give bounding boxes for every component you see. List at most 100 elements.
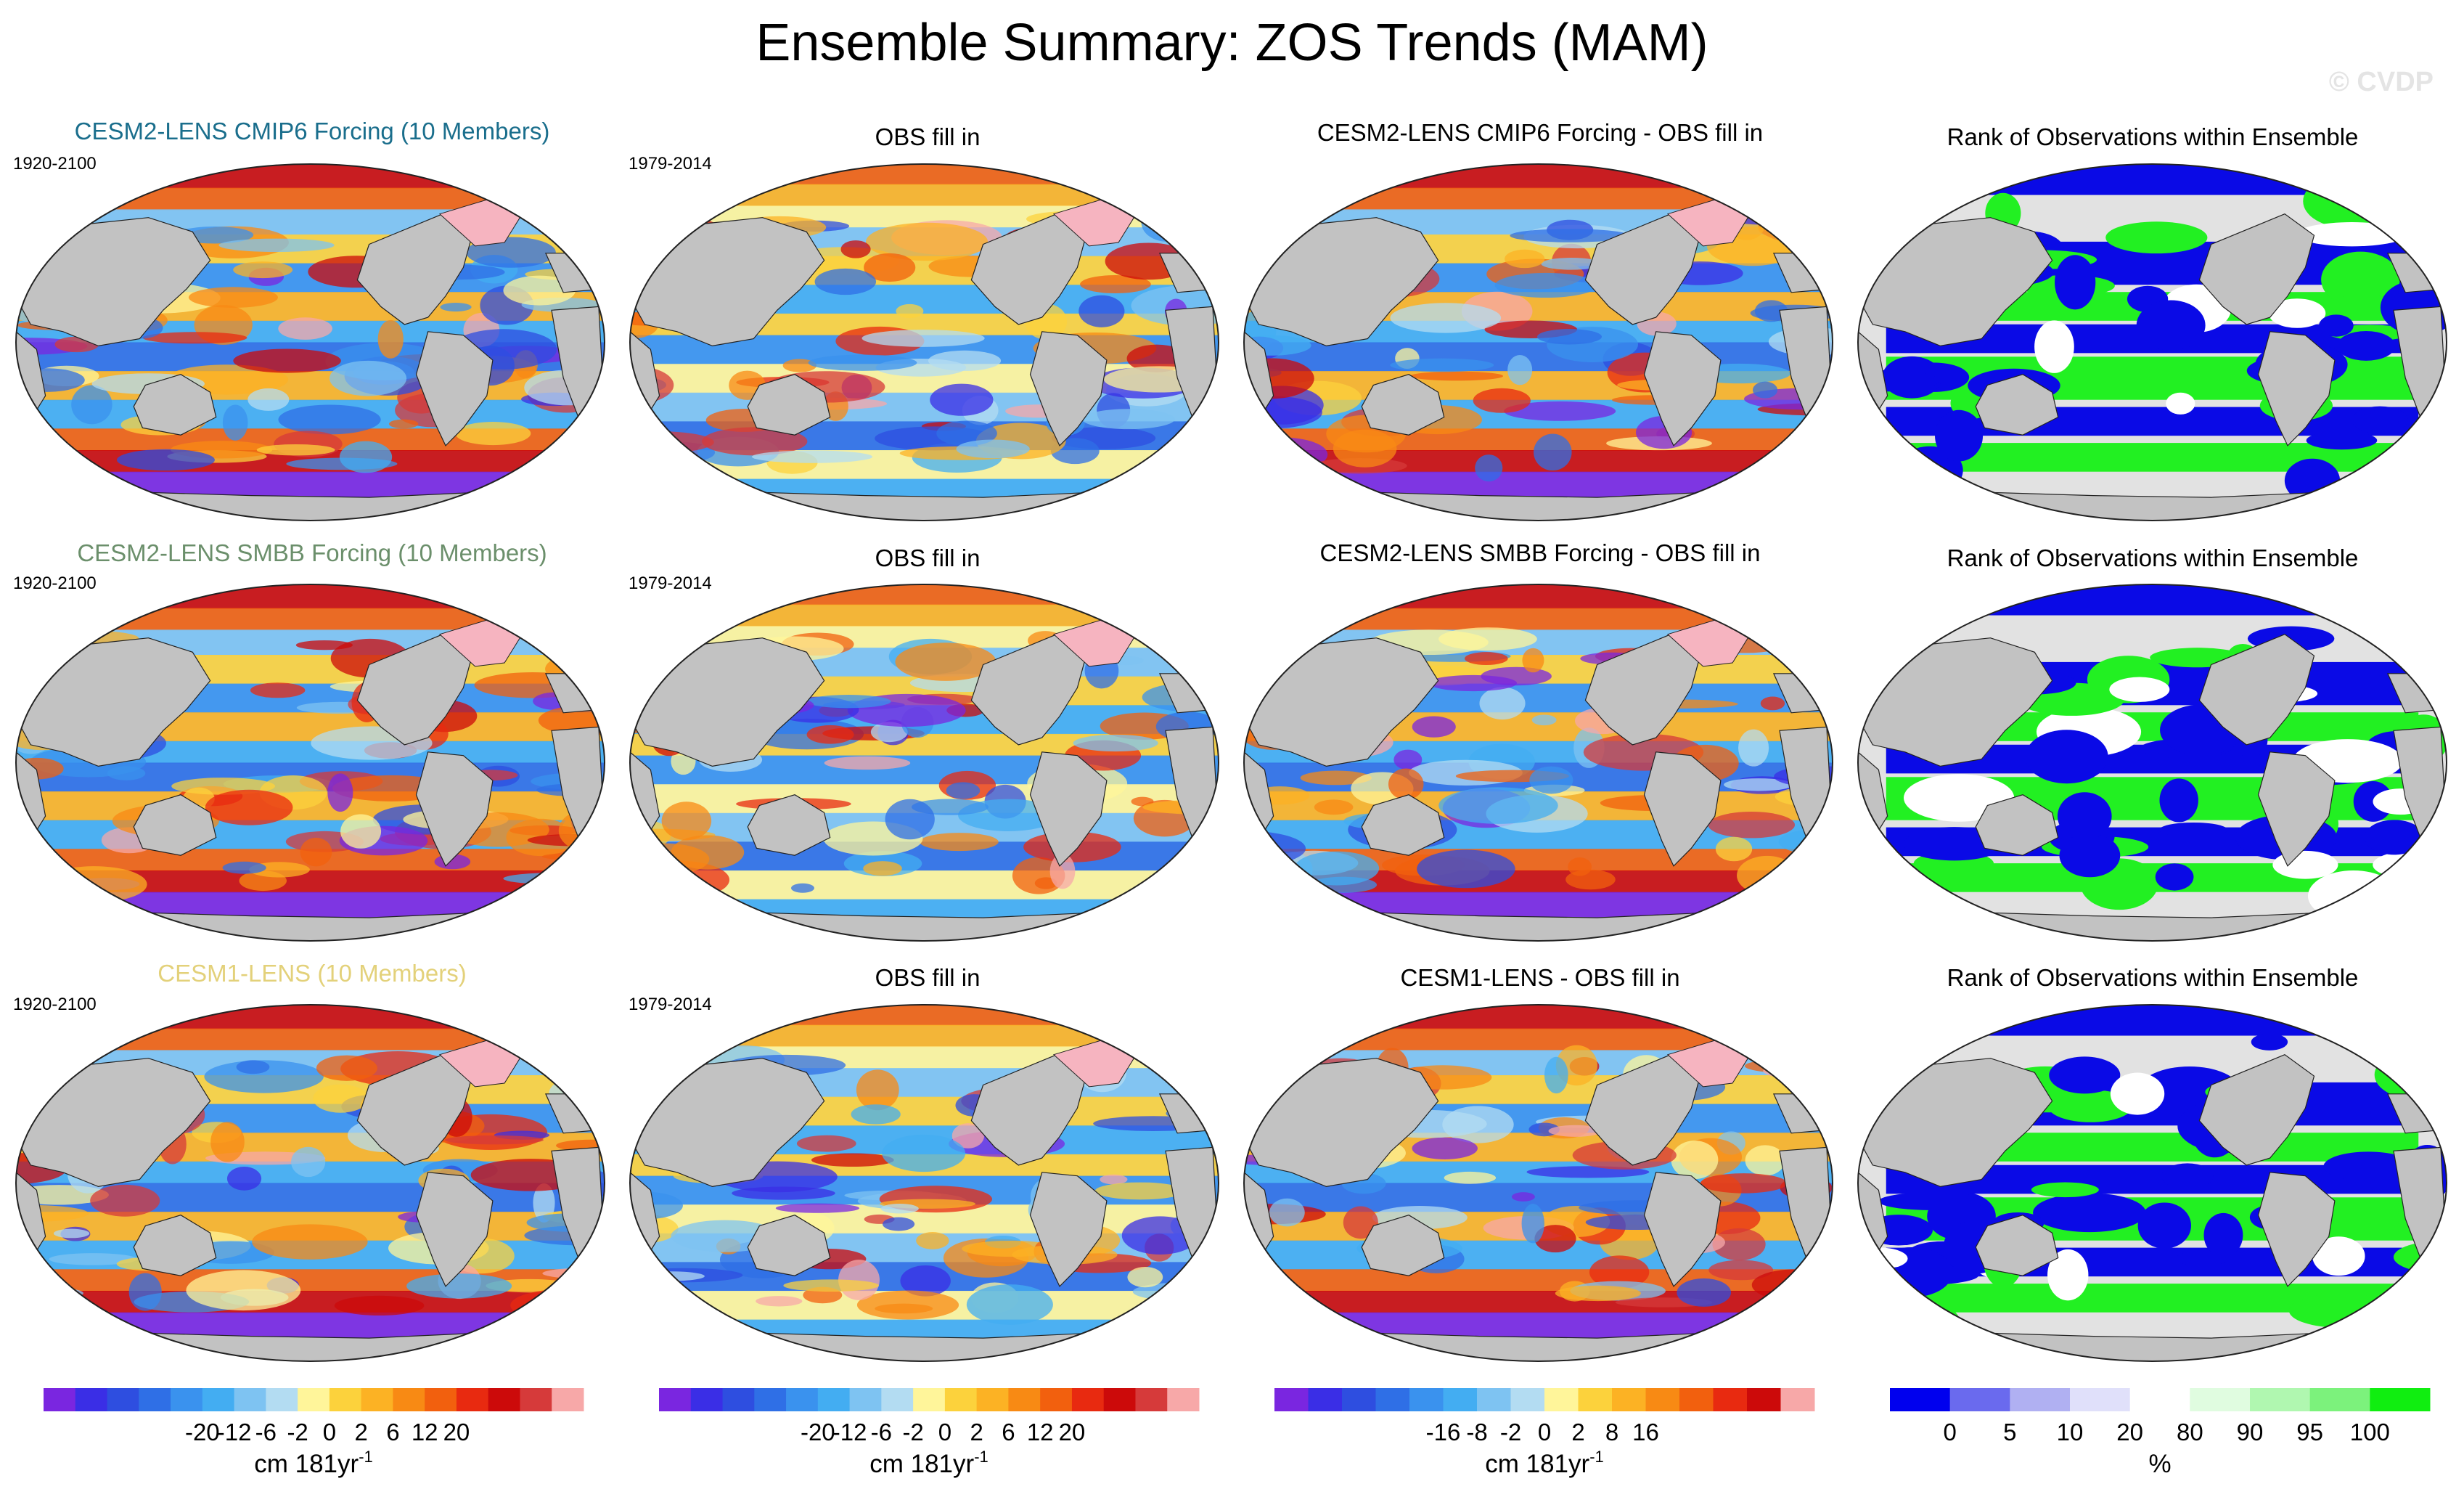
map-obs-r2	[629, 584, 1219, 942]
colorbar-rank-swatch	[2370, 1388, 2431, 1411]
colorbar-obs-swatch	[944, 1388, 978, 1411]
colorbar-model-swatch	[329, 1388, 362, 1411]
panel-title-obs-r1: OBS fill in	[875, 123, 981, 150]
colorbar-model-tick-label: 2	[354, 1419, 367, 1445]
colorbar-diff-tick-label: 8	[1605, 1419, 1618, 1445]
colorbar-obs-tick-label: -2	[902, 1419, 923, 1445]
colorbar-diff-swatch	[1578, 1388, 1613, 1411]
panel-title-diff-r1: CESM2-LENS CMIP6 Forcing - OBS fill in	[1317, 119, 1764, 146]
map-rank-r2	[1857, 584, 2447, 942]
colorbar-obs-swatch	[1071, 1388, 1105, 1411]
colorbar-rank-tick-label: 100	[2350, 1419, 2390, 1445]
colorbar-model-swatch	[456, 1388, 489, 1411]
colorbar-obs-tick-label: 0	[938, 1419, 951, 1445]
colorbar-diff-swatch	[1544, 1388, 1579, 1411]
colorbar-diff-swatch	[1747, 1388, 1781, 1411]
colorbar-diff-tick-label: -2	[1500, 1419, 1521, 1445]
panel-title-diff-r3: CESM1-LENS - OBS fill in	[1400, 964, 1680, 991]
colorbar-diff-swatch	[1342, 1388, 1376, 1411]
colorbar-model-tick-label: -12	[217, 1419, 252, 1445]
cvdp-watermark: © CVDP	[2328, 67, 2434, 97]
colorbar-rank-tick-label: 80	[2177, 1419, 2203, 1445]
colorbar-diff-swatch	[1645, 1388, 1680, 1411]
colorbar-model-swatch	[488, 1388, 520, 1411]
colorbar-diff-swatch	[1780, 1388, 1815, 1411]
colorbar-obs-tick-label: -12	[832, 1419, 867, 1445]
panel-title-model-r2: CESM2-LENS SMBB Forcing (10 Members)	[77, 539, 547, 566]
colorbar-obs-swatch	[849, 1388, 882, 1411]
colorbar-model-swatch	[393, 1388, 425, 1411]
colorbar-model-swatch	[139, 1388, 171, 1411]
colorbar-obs-swatch	[976, 1388, 1009, 1411]
colorbar-rank-swatch	[2190, 1388, 2251, 1411]
colorbar-obs-tick-label: 20	[1059, 1419, 1086, 1445]
colorbar-obs-tick-label: -20	[801, 1419, 835, 1445]
period-label-model-r1: 1920-2100	[13, 154, 97, 174]
colorbar-rank-swatch	[2250, 1388, 2311, 1411]
map-model-r2	[15, 584, 605, 942]
colorbar-obs-swatch	[754, 1388, 787, 1411]
colorbar-obs-swatch	[722, 1388, 755, 1411]
panel-title-rank-r3: Rank of Observations within Ensemble	[1947, 964, 2359, 991]
colorbar-model-tick-label: 0	[323, 1419, 336, 1445]
colorbar-diff-swatch	[1612, 1388, 1646, 1411]
colorbar-model-tick-label: 6	[386, 1419, 399, 1445]
colorbar-diff-tick-label: 16	[1632, 1419, 1659, 1445]
colorbar-diff-swatch	[1679, 1388, 1714, 1411]
colorbar-model-tick-label: 20	[443, 1419, 470, 1445]
colorbar-obs-swatch	[1167, 1388, 1200, 1411]
panel-title-rank-r1: Rank of Observations within Ensemble	[1947, 123, 2359, 150]
colorbar-rank-swatch	[1949, 1388, 2010, 1411]
colorbar-rank-tick-label: 95	[2296, 1419, 2323, 1445]
colorbar-model-swatch	[298, 1388, 330, 1411]
colorbar-model-swatch	[552, 1388, 584, 1411]
colorbar-diff-unit: cm 181yr-1	[1485, 1448, 1604, 1478]
colorbar-model-swatch	[361, 1388, 393, 1411]
map-obs-r1	[629, 163, 1219, 521]
panel-title-obs-r2: OBS fill in	[875, 544, 981, 571]
colorbar-obs-swatch	[817, 1388, 851, 1411]
colorbar-model-swatch	[107, 1388, 139, 1411]
colorbar-obs-swatch	[786, 1388, 819, 1411]
period-label-model-r2: 1920-2100	[13, 574, 97, 593]
colorbar-diff-swatch	[1443, 1388, 1478, 1411]
colorbar-rank-tick-label: 10	[2057, 1419, 2084, 1445]
colorbar-model-unit: cm 181yr-1	[254, 1448, 373, 1478]
colorbar-rank-swatch	[2010, 1388, 2071, 1411]
colorbar-model-tick-label: 12	[412, 1419, 438, 1445]
colorbar-diff-tick-label: -8	[1466, 1419, 1487, 1445]
colorbar-model-swatch	[520, 1388, 552, 1411]
colorbar-model-tick-label: -20	[185, 1419, 220, 1445]
colorbar-obs-tick-label: 2	[970, 1419, 983, 1445]
colorbar-obs-tick-label: 6	[1002, 1419, 1015, 1445]
colorbar-rank-swatch	[2309, 1388, 2370, 1411]
map-diff-r1	[1243, 163, 1833, 521]
colorbar-model-tick-label: -6	[255, 1419, 277, 1445]
colorbar-model-swatch	[202, 1388, 235, 1411]
map-rank-r3	[1857, 1004, 2447, 1362]
colorbar-diff: -16 -8 -2 0 2 8 16 cm 181yr-1	[1274, 1388, 1815, 1478]
map-model-r1	[15, 163, 605, 521]
map-diff-r2	[1243, 584, 1833, 942]
colorbar-obs-swatch	[913, 1388, 946, 1411]
colorbar-model-swatch	[425, 1388, 457, 1411]
colorbar-obs-tick-label: -6	[871, 1419, 892, 1445]
colorbar-obs-swatch	[690, 1388, 724, 1411]
colorbar-obs-swatch	[1008, 1388, 1041, 1411]
panel-title-model-r1: CESM2-LENS CMIP6 Forcing (10 Members)	[74, 118, 550, 144]
colorbar-rank-tick-label: 90	[2237, 1419, 2264, 1445]
period-label-obs-r1: 1979-2014	[629, 154, 712, 174]
colorbar-obs-unit: cm 181yr-1	[869, 1448, 989, 1478]
panel-title-rank-r2: Rank of Observations within Ensemble	[1947, 544, 2359, 571]
colorbar-rank-tick-label: 5	[2003, 1419, 2016, 1445]
colorbar-diff-swatch	[1510, 1388, 1545, 1411]
colorbar-diff-swatch	[1713, 1388, 1748, 1411]
colorbar-model-swatch	[171, 1388, 203, 1411]
colorbar-obs-swatch	[1103, 1388, 1136, 1411]
period-label-obs-r2: 1979-2014	[629, 574, 712, 593]
colorbar-diff-tick-label: 0	[1538, 1419, 1551, 1445]
period-label-model-r3: 1920-2100	[13, 995, 97, 1014]
panel-title-obs-r3: OBS fill in	[875, 964, 981, 991]
